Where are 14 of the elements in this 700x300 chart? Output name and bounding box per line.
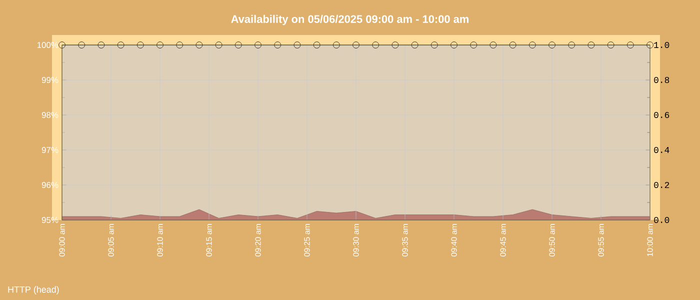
y-tick-label: 96% (42, 182, 58, 188)
y2-tick-label: 0.6 (654, 112, 670, 118)
y-tick-label: 99% (42, 77, 58, 83)
y-tick-label: 95% (42, 217, 58, 223)
y2-tick-label: 0.0 (654, 216, 670, 224)
y-tick-label: 98% (42, 112, 58, 118)
y2-tick-label: 0.8 (654, 76, 670, 84)
y2-tick-label: 0.2 (654, 182, 670, 188)
text: HTTP (head) (8, 286, 59, 294)
chart-title: Availability on 05/06/2025 09:00 am - 10:00 am (231, 14, 468, 26)
y-tick-label: 97% (42, 147, 58, 153)
y2-tick-label: 0.4 (654, 146, 670, 154)
y2-tick-label: 1.0 (654, 42, 670, 48)
y-tick-label: 100% (37, 42, 58, 48)
